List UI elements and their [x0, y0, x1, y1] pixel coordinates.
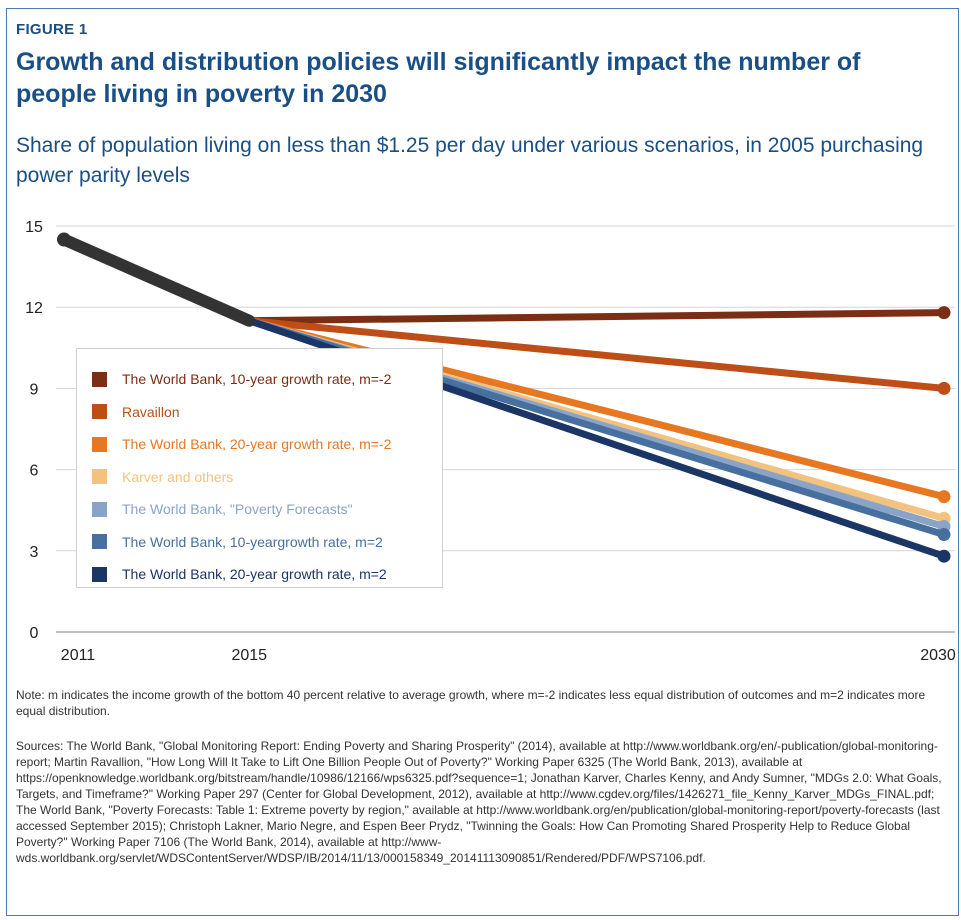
figure-label: FIGURE 1 [16, 21, 88, 38]
legend-label: Ravaillon [122, 403, 180, 420]
legend-item: The World Bank, "Poverty Forecasts" [77, 493, 442, 526]
x-tick-label: 2011 [61, 647, 96, 664]
x-axis-ticks: 2011 2015 2030 [61, 647, 956, 664]
legend-item: Ravaillon [77, 396, 442, 429]
series-line-0 [245, 309, 948, 325]
legend-label: The World Bank, 10-yeargrowth rate, m=2 [122, 533, 383, 550]
legend-item: The World Bank, 10-year growth rate, m=-… [77, 363, 442, 396]
legend-item: The World Bank, 20-year growth rate, m=-… [77, 428, 442, 461]
legend-item: The World Bank, 10-yeargrowth rate, m=2 [77, 526, 442, 559]
chart-title: Growth and distribution policies will si… [16, 48, 861, 108]
legend-swatch [92, 534, 107, 550]
chart-note: Note: m indicates the income growth of t… [16, 688, 926, 718]
historical-line [58, 233, 256, 327]
historical-start-point [57, 232, 71, 247]
y-tick-label: 15 [25, 219, 43, 236]
series-endpoint-5 [937, 528, 951, 542]
chart-sources: Sources: The World Bank, "Global Monitor… [16, 739, 942, 865]
y-axis-ticks: 0 3 6 9 12 15 [25, 219, 43, 642]
legend-item: Karver and others [77, 461, 442, 494]
legend-label: The World Bank, "Poverty Forecasts" [122, 501, 353, 518]
legend-swatch [92, 404, 107, 420]
legend-swatch [92, 566, 107, 582]
legend-label: The World Bank, 10-year growth rate, m=-… [122, 371, 392, 388]
legend-label: The World Bank, 20-year growth rate, m=-… [122, 436, 392, 453]
series-line-1 [245, 317, 948, 392]
legend-swatch [92, 501, 107, 517]
x-tick-label: 2030 [920, 647, 956, 664]
y-tick-label: 0 [30, 625, 39, 642]
chart-subtitle: Share of population living on less than … [16, 134, 924, 187]
legend-swatch [92, 436, 107, 452]
y-tick-label: 12 [25, 300, 43, 317]
legend-item: The World Bank, 20-year growth rate, m=2 [77, 558, 442, 591]
series-endpoint-2 [937, 490, 951, 504]
legend-label: Karver and others [122, 468, 234, 485]
legend-label: The World Bank, 20-year growth rate, m=2 [122, 566, 387, 583]
y-tick-label: 6 [30, 463, 39, 480]
series-endpoint-1 [937, 381, 951, 395]
x-tick-label: 2015 [231, 647, 267, 664]
series-endpoint-6 [937, 549, 951, 563]
y-tick-label: 9 [30, 381, 39, 398]
chart-legend: The World Bank, 10-year growth rate, m=-… [76, 348, 443, 588]
legend-swatch [92, 469, 107, 485]
legend-swatch [92, 371, 107, 387]
y-tick-label: 3 [30, 544, 39, 561]
series-endpoint-0 [937, 306, 951, 320]
